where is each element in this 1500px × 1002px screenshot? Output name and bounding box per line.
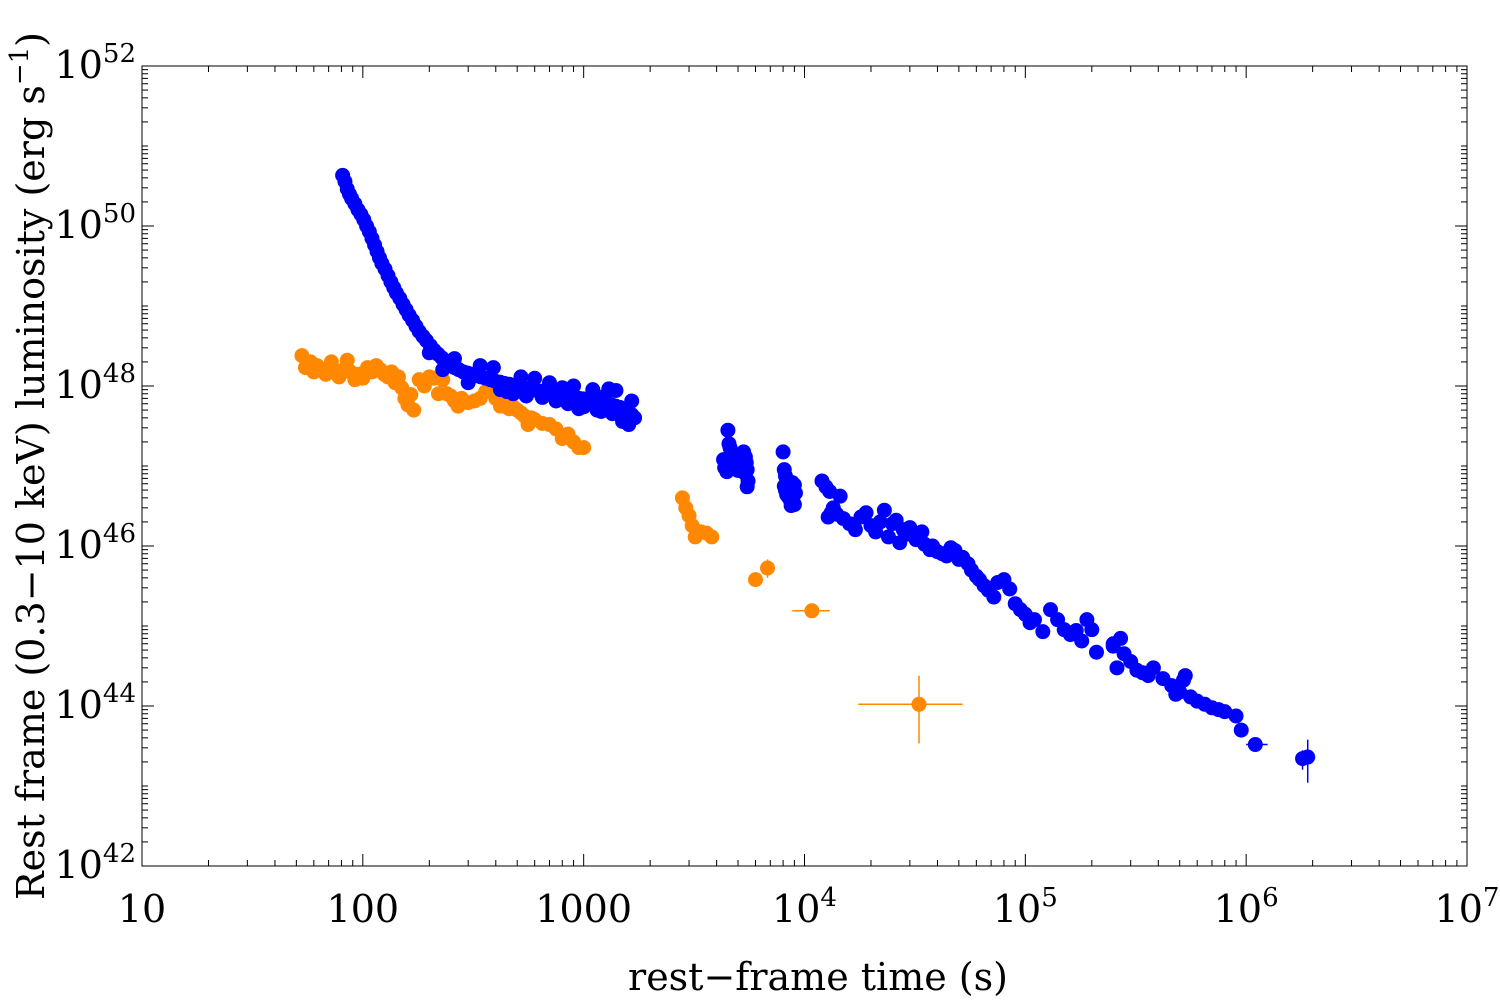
- data-points: [294, 167, 1316, 767]
- plot-frame: [141, 65, 1468, 867]
- y-tick-label: 1044: [55, 679, 136, 727]
- orange-data-point: [748, 572, 764, 588]
- blue-data-point: [435, 362, 451, 378]
- blue-data-point: [1145, 660, 1161, 676]
- blue-data-point: [880, 529, 896, 545]
- blue-data-point: [566, 378, 582, 394]
- blue-data-point: [421, 345, 437, 361]
- blue-data-point: [597, 388, 613, 404]
- error-bars: [763, 559, 1313, 783]
- y-tick-label: 1048: [55, 359, 136, 407]
- blue-data-point: [1035, 624, 1051, 640]
- blue-data-point: [527, 370, 543, 386]
- blue-data-point: [775, 444, 791, 460]
- orange-data-point: [339, 352, 355, 368]
- blue-data-point: [621, 417, 637, 433]
- y-tick-label: 1042: [55, 839, 136, 887]
- orange-data-point: [406, 402, 422, 418]
- blue-data-point: [585, 382, 601, 398]
- orange-data-point: [576, 440, 592, 456]
- blue-data-point: [1084, 622, 1100, 638]
- blue-data-point: [1002, 581, 1018, 597]
- y-tick-labels: 1042 1044 1046 1048 1050 1052: [55, 39, 136, 887]
- blue-data-point: [446, 351, 462, 367]
- y-axis-title-close: ): [9, 32, 53, 47]
- x-tick-label: 105: [993, 883, 1058, 931]
- blue-data-point: [1233, 722, 1249, 738]
- blue-data-point: [902, 520, 918, 536]
- blue-data-point: [1026, 612, 1042, 628]
- y-tick-label: 1046: [55, 519, 136, 567]
- blue-data-point: [876, 502, 892, 518]
- blue-data-point: [914, 524, 930, 540]
- blue-data-point: [624, 393, 640, 409]
- orange-data-point: [760, 560, 776, 576]
- blue-data-point: [505, 386, 521, 402]
- blue-data-point: [589, 402, 605, 418]
- orange-data-point: [403, 387, 419, 403]
- x-tick-label: 1000: [535, 887, 632, 931]
- blue-data-point: [847, 522, 863, 538]
- x-axis-title: rest−frame time (s): [628, 955, 1008, 999]
- y-axis-title-main: Rest frame (0.3−10 keV) luminosity (erg …: [9, 85, 53, 900]
- blue-data-point: [604, 406, 620, 422]
- blue-data-point: [986, 589, 1002, 605]
- blue-data-point: [1168, 686, 1184, 702]
- blue-data-point: [872, 514, 888, 530]
- x-tick-label: 106: [1214, 883, 1279, 931]
- x-tick-label: 107: [1435, 883, 1500, 931]
- blue-data-point: [1177, 668, 1193, 684]
- blue-data-point: [554, 380, 570, 396]
- y-tick-label: 1052: [55, 39, 136, 87]
- blue-data-point: [1217, 704, 1233, 720]
- blue-data-point: [492, 382, 508, 398]
- blue-data-point: [513, 369, 529, 385]
- blue-data-point: [1247, 737, 1263, 753]
- blue-data-point: [1074, 633, 1090, 649]
- axis-ticks: [141, 66, 1467, 867]
- blue-data-point: [548, 393, 564, 409]
- blue-data-point: [720, 422, 736, 438]
- blue-data-point: [1228, 708, 1244, 724]
- orange-data-point: [704, 529, 720, 545]
- y-axis-title-sup: −1: [5, 47, 35, 85]
- orange-data-point: [804, 603, 820, 619]
- x-tick-label: 100: [327, 887, 400, 931]
- orange-data-point: [911, 696, 927, 712]
- blue-data-point: [1109, 660, 1125, 676]
- blue-data-point: [1105, 636, 1121, 652]
- blue-data-point: [534, 389, 550, 405]
- blue-data-point: [460, 375, 476, 391]
- blue-data-point: [783, 498, 799, 514]
- blue-data-point: [1300, 749, 1316, 765]
- blue-data-point: [485, 360, 501, 376]
- y-tick-label: 1050: [55, 199, 136, 247]
- blue-data-point: [518, 388, 534, 404]
- blue-data-point: [739, 462, 755, 478]
- blue-data-point: [560, 396, 576, 412]
- x-tick-label: 10: [118, 887, 166, 931]
- x-tick-labels: 10 100 1000 104 105 106 107: [118, 883, 1500, 931]
- blue-data-point: [832, 488, 848, 504]
- blue-data-point: [858, 505, 874, 521]
- blue-data-point: [737, 449, 753, 465]
- y-axis-title: Rest frame (0.3−10 keV) luminosity (erg …: [5, 32, 53, 900]
- x-tick-label: 104: [772, 883, 837, 931]
- blue-data-point: [472, 358, 488, 374]
- blue-data-point: [739, 479, 755, 495]
- blue-data-point: [541, 375, 557, 391]
- blue-data-point: [1088, 644, 1104, 660]
